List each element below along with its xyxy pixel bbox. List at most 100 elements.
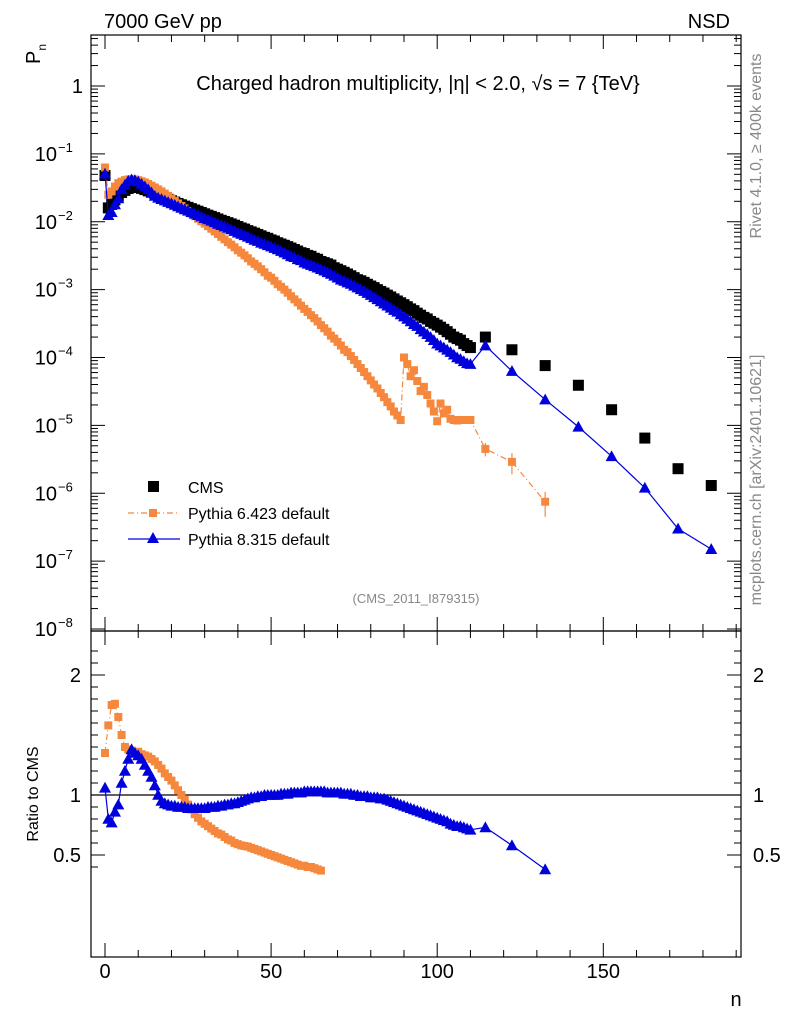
legend-label-py8: Pythia 8.315 default	[188, 532, 330, 549]
ratio-point-py8	[148, 779, 161, 791]
data-point-py8	[572, 420, 585, 432]
y-tick-exponent: −6	[58, 479, 73, 494]
data-point-py6	[416, 387, 425, 396]
data-point-py6	[466, 416, 475, 425]
data-point-py6	[413, 377, 422, 386]
ratio-point-py6	[167, 776, 176, 785]
x-tick-label: 0	[99, 961, 110, 983]
ratio-line-py6	[104, 703, 322, 872]
ratio-point-py8	[108, 805, 121, 817]
y-tick-label: 10	[35, 348, 57, 370]
data-point-py6	[386, 402, 395, 411]
data-point-py6	[419, 382, 428, 391]
data-point-py6	[507, 457, 516, 466]
ratio-y-tick-label-right: 2	[753, 665, 764, 687]
data-point-py6	[383, 398, 392, 407]
data-point-py6	[409, 366, 418, 375]
legend-marker-py6	[149, 509, 157, 517]
data-point-py8	[505, 365, 518, 376]
ratio-point-py8	[464, 823, 477, 835]
data-point-py6	[393, 411, 402, 420]
data-point-py6	[399, 353, 408, 362]
data-point-py6	[363, 372, 372, 381]
data-point-cms	[506, 344, 518, 356]
y-tick-exponent: −5	[58, 411, 73, 426]
data-point-py8	[105, 206, 118, 218]
data-point-cms	[539, 360, 551, 372]
ratio-y-tick-label-right: 1	[753, 785, 764, 807]
data-point-py6	[426, 399, 435, 408]
y-tick-label: 10	[35, 144, 57, 166]
data-point-cms	[464, 342, 476, 354]
ratio-point-py8	[112, 798, 125, 810]
ratio-point-py8	[479, 821, 492, 833]
y-tick-exponent: −7	[58, 547, 73, 562]
data-point-py6	[443, 405, 452, 414]
data-point-py8	[638, 481, 651, 493]
ratio-panel-frame	[90, 630, 742, 958]
data-point-py6	[403, 360, 412, 369]
ratio-point-py6	[180, 795, 189, 804]
ratio-point-py6	[316, 866, 325, 875]
ratio-point-py8	[115, 777, 128, 788]
ratio-y-tick-label-right: 0.5	[753, 845, 781, 867]
data-point-py8	[479, 339, 492, 351]
x-tick-label: 50	[260, 961, 282, 983]
ratio-point-py8	[505, 839, 518, 851]
y-tick-exponent: −3	[58, 276, 73, 291]
analysis-tag: (CMS_2011_I879315)	[353, 591, 480, 606]
y-tick-label: 10	[35, 212, 57, 234]
data-point-py6	[436, 399, 445, 408]
y-tick-exponent: −4	[58, 344, 73, 359]
ratio-point-py6	[157, 764, 166, 773]
ratio-y-tick-label: 2	[70, 665, 81, 687]
ratio-point-py8	[122, 753, 135, 764]
data-point-cms	[479, 331, 491, 343]
y-tick-label: 10	[35, 280, 57, 302]
data-point-py8	[108, 198, 121, 210]
legend-label-cms: CMS	[188, 480, 224, 497]
data-point-py6	[336, 341, 345, 350]
y-tick-label: 10	[35, 415, 57, 437]
data-point-py8	[464, 358, 477, 369]
chart-title: Charged hadron multiplicity, |η| < 2.0, …	[196, 73, 640, 95]
y-tick-exponent: −8	[58, 615, 73, 630]
y-tick-label: 10	[35, 619, 57, 641]
data-point-py6	[366, 376, 375, 385]
ratio-point-py8	[118, 765, 131, 776]
data-point-py8	[112, 192, 125, 204]
main-panel-series	[99, 163, 718, 554]
data-point-py6	[406, 372, 415, 381]
data-point-cms	[705, 480, 717, 492]
data-point-py6	[481, 444, 490, 453]
ratio-point-py6	[104, 721, 113, 730]
data-point-cms	[572, 379, 584, 391]
data-point-py8	[99, 167, 111, 179]
legend-label-py6: Pythia 6.423 default	[188, 506, 330, 523]
data-point-py6	[101, 163, 109, 172]
y-tick-exponent: −2	[58, 208, 73, 223]
x-tick-label: 100	[421, 961, 454, 983]
data-point-py6	[376, 388, 385, 397]
y-axis-label-main: Pn	[23, 44, 49, 64]
ratio-point-py6	[117, 731, 126, 739]
y-tick-label: 10	[35, 483, 57, 505]
data-point-cms	[639, 432, 651, 444]
data-point-py6	[350, 355, 359, 364]
rivet-label: Rivet 4.1.0, ≥ 400k events	[748, 54, 765, 239]
ratio-point-py8	[105, 816, 118, 828]
data-point-py6	[107, 187, 116, 196]
y-tick-label: 10	[35, 551, 57, 573]
ratio-y-tick-label: 0.5	[53, 845, 81, 867]
y-tick-exponent: −1	[58, 140, 73, 155]
x-tick-label: 150	[587, 961, 620, 983]
data-point-py6	[373, 384, 382, 393]
ratio-point-py6	[170, 781, 179, 790]
data-point-py8	[705, 543, 718, 554]
mcplots-label: mcplots.cern.ch [arXiv:2401.10621]	[748, 355, 765, 606]
y-tick-label: 1	[72, 76, 83, 98]
ratio-point-py6	[177, 791, 186, 799]
ratio-point-py6	[101, 749, 109, 757]
data-point-py8	[672, 522, 685, 534]
